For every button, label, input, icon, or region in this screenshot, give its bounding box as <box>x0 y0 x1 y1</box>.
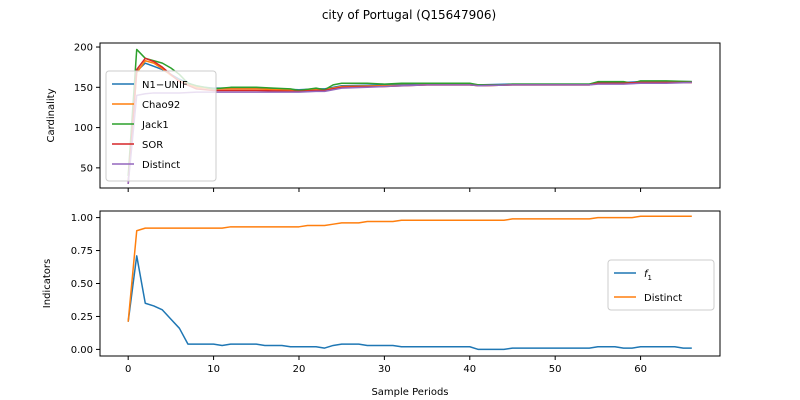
legend-label: f1 <box>644 269 652 282</box>
chart-title: city of Portugal (Q15647906) <box>322 8 496 22</box>
x-tick-label: 50 <box>549 364 562 375</box>
x-tick-label: 60 <box>634 364 647 375</box>
x-tick-label: 40 <box>463 364 476 375</box>
indicators-panel: 0 10 20 30 40 50 60 0.00 0.25 0.50 0.75 1.00 Indica… <box>42 210 721 398</box>
y-tick-label: 1.00 <box>71 213 93 224</box>
cardinality-y-axis-title: Cardinality <box>46 88 57 142</box>
series-line <box>127 255 692 351</box>
indicators-legend: f1 Distinct <box>607 259 715 311</box>
y-tick-label: 0.00 <box>71 345 93 356</box>
cardinality-legend: N1−UNIF Chao92 Jack1 SOR Distinct <box>105 70 217 182</box>
indicators-ticks: 0 10 20 30 40 50 60 0.00 0.25 0.50 0.75 1.00 <box>71 213 647 375</box>
y-tick-label: 50 <box>80 163 93 174</box>
legend-label: Distinct <box>644 293 682 304</box>
legend-label: Jack1 <box>141 120 169 131</box>
cardinality-legend-box <box>105 70 217 182</box>
x-tick-label: 30 <box>378 364 391 375</box>
legend-label: Distinct <box>142 160 180 171</box>
cardinality-ticks: 50 100 150 200 <box>74 43 642 192</box>
y-tick-label: 0.75 <box>71 246 93 257</box>
indicators-plot-area <box>127 215 692 351</box>
legend-label: Chao92 <box>142 100 180 111</box>
cardinality-panel: 50 100 150 200 Cardinality N1−UNIF Chao92 Jac… <box>46 42 721 192</box>
x-tick-label: 20 <box>293 364 306 375</box>
cardinality-legend-entries: N1−UNIF Chao92 Jack1 SOR Distinct <box>112 80 188 171</box>
legend-label: N1−UNIF <box>142 80 188 91</box>
indicators-legend-entries: f1 Distinct <box>614 269 682 304</box>
y-tick-label: 150 <box>74 83 93 94</box>
y-tick-label: 100 <box>74 123 93 134</box>
indicators-y-axis-title: Indicators <box>42 259 53 308</box>
cardinality-axes-frame <box>99 42 721 189</box>
series-line <box>127 215 692 322</box>
x-tick-label: 0 <box>125 364 131 375</box>
x-axis-title: Sample Periods <box>371 387 448 398</box>
y-tick-label: 200 <box>74 43 93 54</box>
x-tick-label: 10 <box>207 364 220 375</box>
legend-label: SOR <box>142 140 163 151</box>
y-tick-label: 0.25 <box>71 312 93 323</box>
y-tick-label: 0.50 <box>71 279 93 290</box>
